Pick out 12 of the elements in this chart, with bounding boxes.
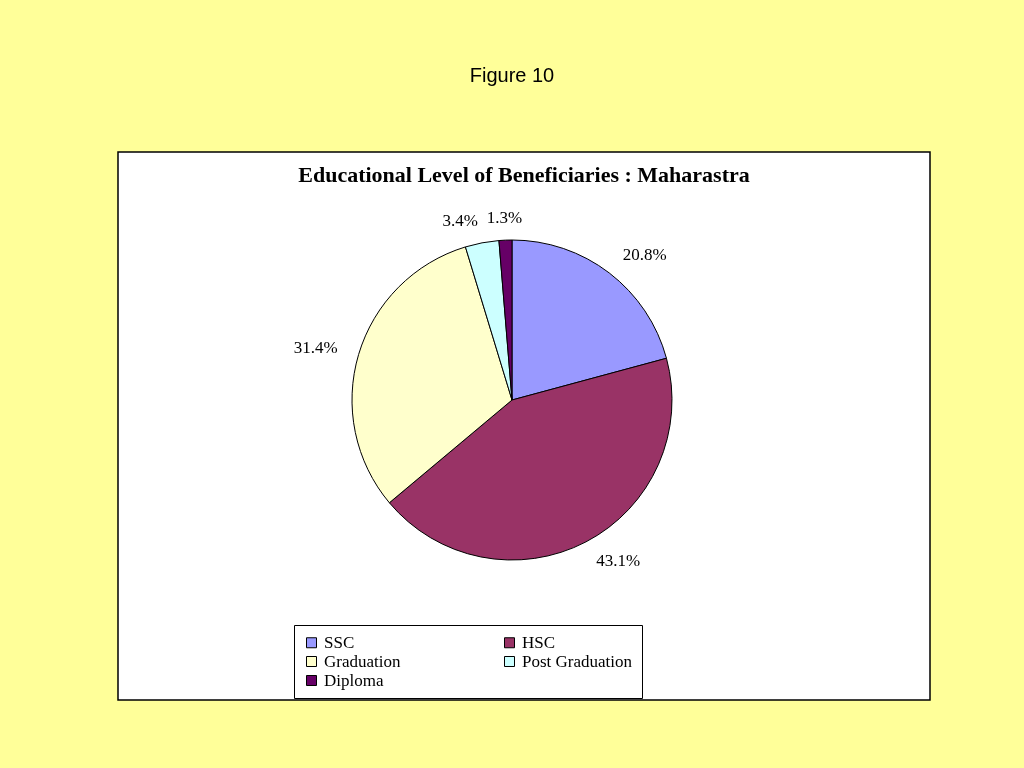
legend-label: HSC <box>522 632 556 652</box>
caption: Figure 10 <box>469 64 555 86</box>
data-label: 1.3% <box>486 208 523 228</box>
data-label: 20.8% <box>622 245 667 265</box>
data-label: 3.4% <box>442 211 478 231</box>
legend-label: SSC <box>324 632 355 652</box>
legend-label: Diploma <box>324 670 384 690</box>
legend-label: Post Graduation <box>522 651 633 671</box>
data-label: 31.4% <box>293 338 338 358</box>
legend-label: Graduation <box>324 651 401 671</box>
chart-title: Educational Level of Beneficiaries : Maharastra <box>298 162 750 187</box>
data-label: 43.1% <box>596 551 641 571</box>
